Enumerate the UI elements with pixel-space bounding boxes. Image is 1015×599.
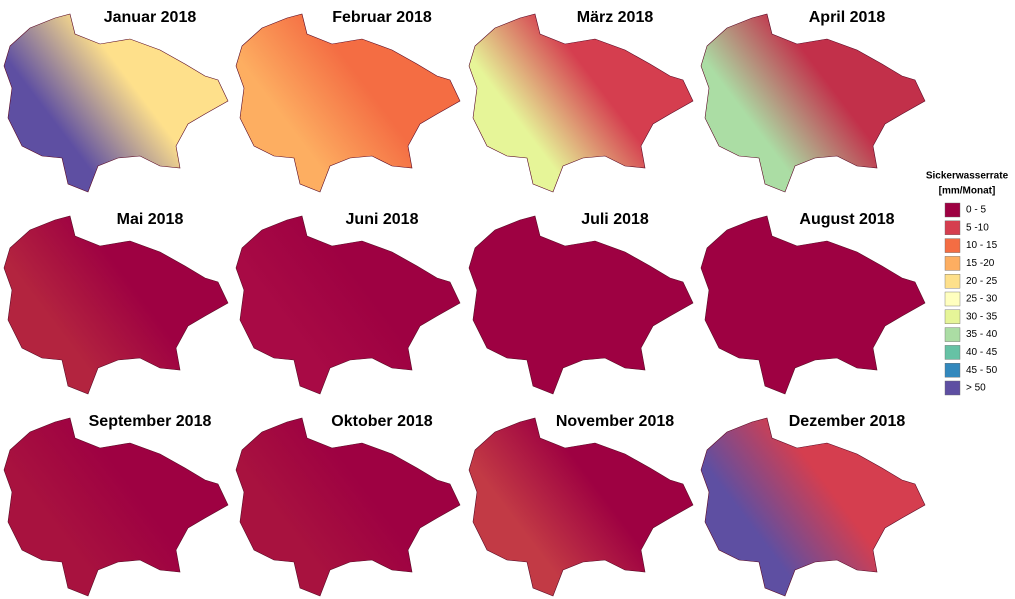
region-map bbox=[700, 215, 926, 395]
map-title: Juni 2018 bbox=[346, 211, 419, 228]
region-map bbox=[3, 13, 229, 193]
map-title: Januar 2018 bbox=[104, 9, 197, 26]
legend-swatch bbox=[944, 291, 961, 307]
region-map bbox=[3, 215, 229, 395]
legend-swatch bbox=[944, 309, 961, 324]
region-map bbox=[700, 13, 926, 193]
legend-swatch bbox=[944, 202, 961, 218]
legend-swatch bbox=[944, 363, 961, 378]
map-title: Dezember 2018 bbox=[789, 413, 906, 430]
legend-label: 40 - 45 bbox=[966, 347, 998, 358]
legend-unit: [mm/Monat] bbox=[939, 186, 996, 197]
region-map bbox=[3, 417, 229, 597]
region-map bbox=[235, 215, 461, 395]
map-title: August 2018 bbox=[799, 211, 894, 228]
region-map bbox=[468, 13, 694, 193]
legend-swatch bbox=[944, 238, 961, 253]
legend-swatch bbox=[944, 274, 961, 289]
map-title: September 2018 bbox=[89, 413, 212, 430]
legend-label: 5 -10 bbox=[966, 222, 989, 233]
legend-swatch bbox=[944, 380, 961, 396]
legend-label: 15 -20 bbox=[966, 258, 995, 269]
legend-swatch bbox=[944, 345, 961, 360]
map-title: Oktober 2018 bbox=[331, 413, 432, 430]
legend-label: 45 - 50 bbox=[966, 365, 998, 376]
legend-label: 20 - 25 bbox=[966, 276, 998, 287]
legend-label: 25 - 30 bbox=[966, 294, 998, 305]
region-map bbox=[235, 13, 461, 193]
map-title: März 2018 bbox=[577, 9, 654, 26]
map-title: Mai 2018 bbox=[117, 211, 184, 228]
legend-swatch bbox=[944, 220, 961, 236]
legend-label: 35 - 40 bbox=[966, 329, 998, 340]
legend-label: 0 - 5 bbox=[966, 205, 986, 216]
region-map bbox=[700, 417, 926, 597]
legend-label: 30 - 35 bbox=[966, 311, 998, 322]
map-title: Februar 2018 bbox=[332, 9, 432, 26]
region-map bbox=[468, 417, 694, 597]
legend-swatch bbox=[944, 327, 961, 342]
legend-swatch bbox=[944, 256, 961, 271]
region-map bbox=[235, 417, 461, 597]
map-title: April 2018 bbox=[809, 9, 886, 26]
map-title: Juli 2018 bbox=[581, 211, 649, 228]
legend-title: Sickerwasserrate bbox=[926, 171, 1009, 182]
map-title: November 2018 bbox=[556, 413, 674, 430]
legend-label: 10 - 15 bbox=[966, 240, 998, 251]
region-map bbox=[468, 215, 694, 395]
legend-label: > 50 bbox=[966, 383, 986, 394]
